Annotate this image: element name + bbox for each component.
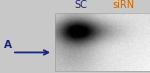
Bar [55, 13, 150, 71]
Text: A: A [4, 40, 12, 50]
Text: SC: SC [74, 0, 87, 10]
Text: siRN: siRN [112, 0, 134, 10]
